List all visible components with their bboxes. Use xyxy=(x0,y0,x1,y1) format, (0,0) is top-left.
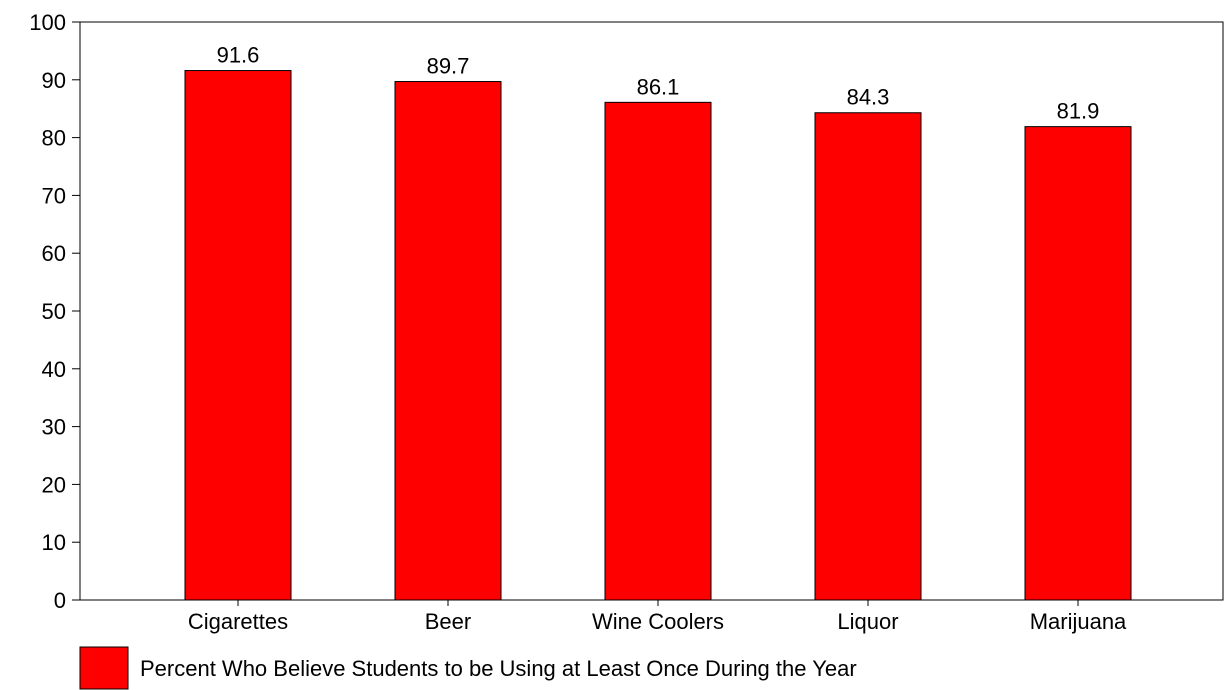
bar-liquor xyxy=(814,112,922,601)
y-tick-label: 30 xyxy=(42,415,66,440)
y-tick-label: 50 xyxy=(42,299,66,324)
bar-beer xyxy=(394,81,502,601)
x-category-label: Beer xyxy=(425,609,471,634)
bars xyxy=(184,70,1132,601)
x-axis: Cigarettes Beer Wine Coolers Liquor Marijuan… xyxy=(188,600,1127,634)
y-tick-label: 60 xyxy=(42,241,66,266)
x-category-label: Cigarettes xyxy=(188,609,288,634)
legend-label: Percent Who Believe Students to be Using… xyxy=(140,656,857,681)
x-category-label: Marijuana xyxy=(1030,609,1127,634)
y-tick-label: 70 xyxy=(42,183,66,208)
y-tick-label: 40 xyxy=(42,357,66,382)
bar-wine-coolers xyxy=(604,101,712,601)
y-tick-label: 100 xyxy=(29,10,66,35)
data-labels: 91.6 89.7 86.1 84.3 81.9 xyxy=(217,43,1100,124)
x-category-label: Liquor xyxy=(837,609,898,634)
data-label: 91.6 xyxy=(217,43,260,68)
y-tick-label: 80 xyxy=(42,126,66,151)
bar-marijuana xyxy=(1024,126,1132,601)
bar-cigarettes xyxy=(184,70,292,601)
x-category-label: Wine Coolers xyxy=(592,609,724,634)
y-tick-label: 10 xyxy=(42,530,66,555)
y-tick-label: 90 xyxy=(42,68,66,93)
y-axis: 0 10 20 30 40 50 60 70 80 90 100 xyxy=(29,10,80,613)
legend-swatch xyxy=(79,646,129,690)
data-label: 81.9 xyxy=(1057,99,1100,124)
data-label: 84.3 xyxy=(847,85,890,110)
data-label: 86.1 xyxy=(637,74,680,99)
legend: Percent Who Believe Students to be Using… xyxy=(79,646,857,690)
y-tick-label: 20 xyxy=(42,472,66,497)
y-tick-label: 0 xyxy=(54,588,66,613)
data-label: 89.7 xyxy=(427,54,470,79)
